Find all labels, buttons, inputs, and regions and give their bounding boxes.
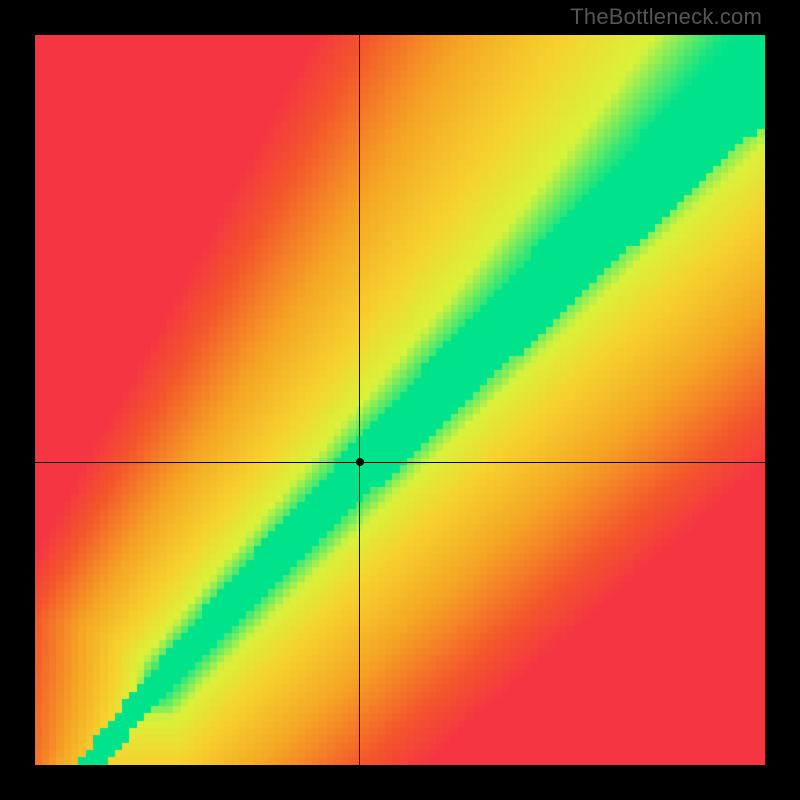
crosshair-vertical [359,35,360,765]
heatmap-canvas [35,35,765,765]
crosshair-horizontal [35,462,765,463]
root-container: TheBottleneck.com [0,0,800,800]
watermark-text: TheBottleneck.com [570,4,762,30]
crosshair-marker [356,458,364,466]
